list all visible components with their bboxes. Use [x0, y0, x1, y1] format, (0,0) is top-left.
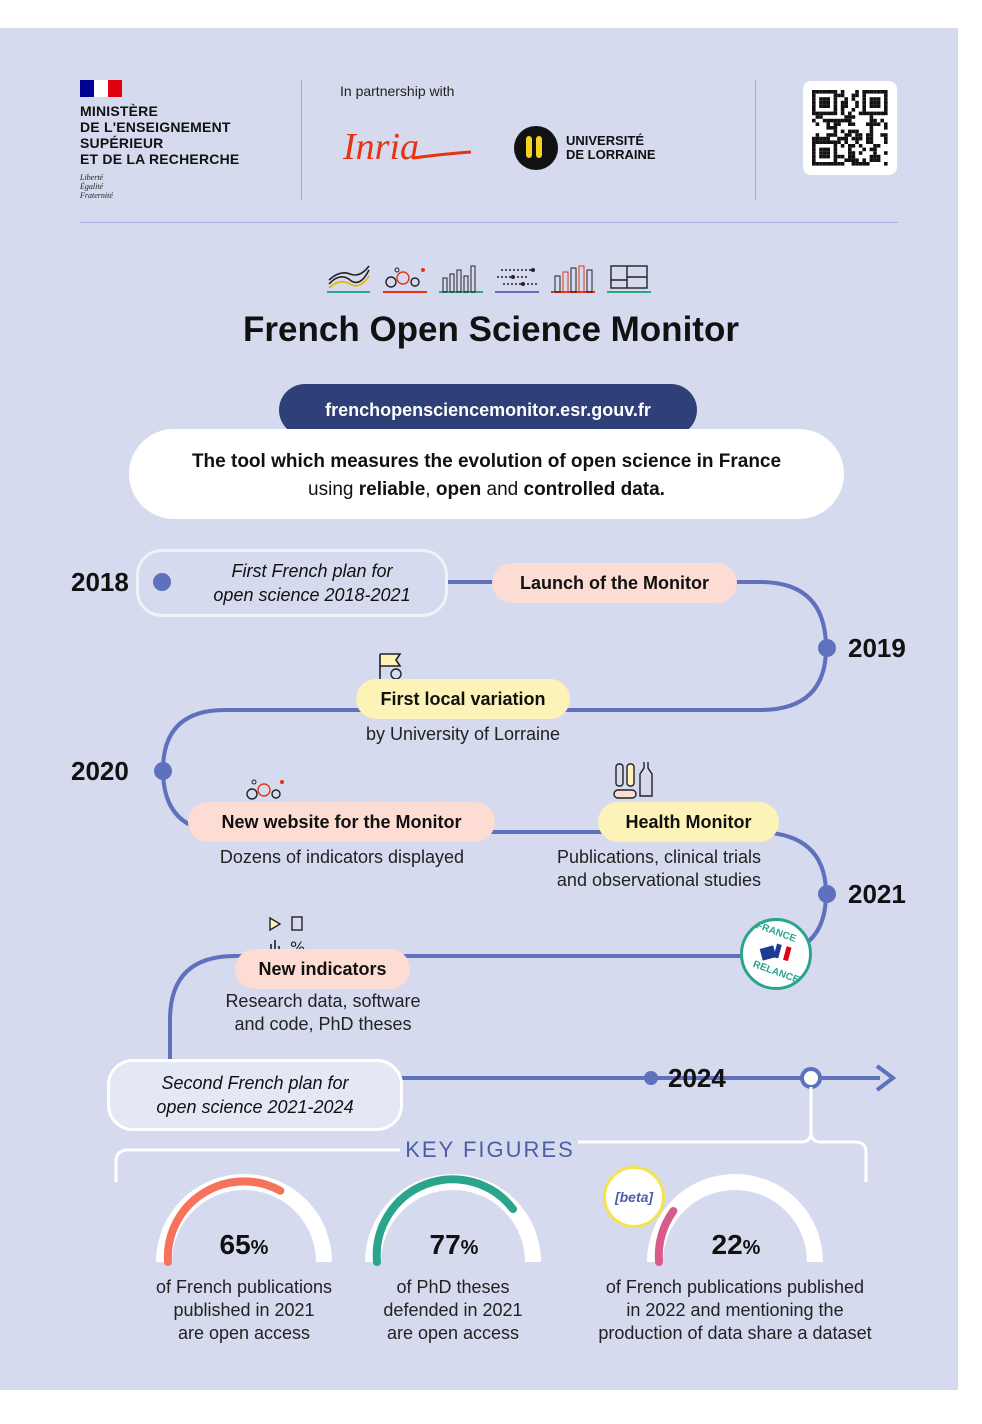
dot-plot-icon	[495, 268, 539, 293]
health-monitor-pill: Health Monitor	[598, 802, 779, 842]
new-website-pill: New website for the Monitor	[188, 802, 495, 842]
inria-logo: Inria	[343, 128, 473, 168]
health-monitor-sub-2: and observational studies	[556, 870, 762, 890]
tagline-line-2: using reliable, open and controlled data…	[308, 479, 665, 500]
tagline-line-1: The tool which measures the evolution of…	[191, 451, 782, 472]
year-2021: 2021	[848, 879, 906, 909]
chart-icons-row	[327, 265, 651, 293]
lab-vials-icon	[613, 762, 653, 799]
key-figure-value-2: 77%	[429, 1229, 479, 1260]
url-link[interactable]: frenchopensciencemonitor.esr.gouv.fr	[325, 399, 651, 420]
header-divider-right	[755, 80, 756, 200]
france-relance-badge: FRANCE RELANCE	[740, 918, 812, 990]
lorraine-logo: UNIVERSITÉ DE LORRAINE	[514, 126, 664, 172]
page-title: French Open Science Monitor	[243, 310, 739, 349]
area-chart-icon	[327, 265, 370, 293]
health-monitor-sub-1: Publications, clinical trials	[556, 847, 762, 867]
key-figure-caption-2: of PhD theses defended in 2021 are open …	[383, 1277, 523, 1343]
health-monitor-sub: Publications, clinical trials and observ…	[530, 846, 788, 892]
first-plan-line-2: open science 2018-2021	[213, 585, 411, 605]
inria-swoosh-icon	[412, 150, 472, 160]
gauge-fill-arc	[163, 1177, 285, 1266]
marianne-flag-icon	[80, 80, 122, 97]
inria-logo-text: Inria	[343, 126, 419, 168]
lorraine-circle-icon	[514, 126, 558, 170]
bar-chart-icon	[439, 265, 483, 293]
second-plan-line-2: open science 2021-2024	[156, 1097, 354, 1117]
health-monitor-label: Health Monitor	[625, 811, 752, 832]
flags-icon	[759, 943, 792, 962]
ministry-line-4: ET DE LA RECHERCHE	[80, 151, 240, 167]
lorraine-line-2: DE LORRAINE	[566, 147, 656, 162]
header-divider-left	[301, 80, 302, 200]
qr-code-icon	[812, 90, 888, 166]
key-figure-value-3: 22%	[711, 1229, 761, 1260]
local-variation-pill: First local variation	[356, 679, 570, 719]
new-indicators-sub: Research data, software and code, PhD th…	[200, 990, 446, 1036]
launch-pill: Launch of the Monitor	[492, 563, 737, 603]
motto-egalite: Égalité	[80, 182, 104, 191]
partnership-label: In partnership with	[340, 83, 455, 99]
key-figure-caption-3: of French publications published in 2022…	[598, 1277, 872, 1343]
beta-badge: [beta]	[603, 1166, 665, 1228]
first-plan-box: First French plan for open science 2018-…	[136, 549, 448, 617]
new-indicators-pill: New indicators	[235, 949, 410, 989]
stacked-bar-icon	[551, 265, 595, 293]
new-indicators-label: New indicators	[258, 958, 387, 979]
motto-fraternite: Fraternité	[80, 191, 113, 200]
motto-liberte: Liberté	[80, 173, 104, 182]
url-pill[interactable]: frenchopensciencemonitor.esr.gouv.fr	[279, 384, 697, 436]
new-website-sub: Dozens of indicators displayed	[219, 847, 465, 867]
gauge-fill-arc	[654, 1207, 678, 1266]
key-figure-caption-1: of French publications published in 2021…	[155, 1277, 333, 1343]
tagline-box: The tool which measures the evolution of…	[129, 429, 844, 519]
local-variation-sub: by University of Lorraine	[365, 724, 561, 744]
year-2018: 2018	[71, 567, 129, 597]
year-2019: 2019	[848, 633, 906, 663]
key-figure-value-1: 65%	[219, 1229, 269, 1260]
ministry-line-1: MINISTÈRE	[80, 103, 159, 119]
launch-label: Launch of the Monitor	[520, 572, 709, 593]
ministry-logo: MINISTÈRE DE L'ENSEIGNEMENT SUPÉRIEUR ET…	[80, 80, 280, 205]
qr-code[interactable]	[803, 81, 897, 175]
key-figures-heading: KEY FIGURES	[405, 1137, 575, 1162]
bubble-chart-icon	[383, 267, 427, 293]
new-website-label: New website for the Monitor	[221, 811, 462, 832]
local-variation-label: First local variation	[380, 688, 546, 709]
lorraine-line-1: UNIVERSITÉ	[566, 133, 645, 148]
header-separator	[80, 222, 898, 223]
second-plan-box: Second French plan for open science 2021…	[107, 1059, 403, 1131]
second-plan-line-1: Second French plan for	[161, 1073, 349, 1093]
year-2024: 2024	[668, 1063, 726, 1093]
new-indicators-sub-2: and code, PhD theses	[234, 1014, 412, 1034]
year-2020: 2020	[71, 756, 129, 786]
treemap-icon	[607, 265, 651, 293]
ministry-line-3: SUPÉRIEUR	[80, 135, 164, 151]
first-plan-line-1: First French plan for	[231, 561, 393, 581]
ministry-line-2: DE L'ENSEIGNEMENT	[80, 119, 231, 135]
new-indicators-sub-1: Research data, software	[225, 991, 421, 1011]
gauge-fill-arc	[372, 1175, 518, 1266]
beta-label: [beta]	[614, 1189, 654, 1205]
